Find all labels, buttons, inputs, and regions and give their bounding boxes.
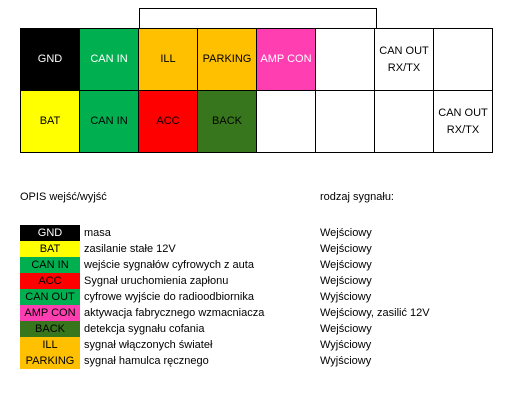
legend-description: wejście sygnałów cyfrowych z auta [84,259,254,271]
pin-cell: AMP CON [257,29,316,91]
legend-color-label: CAN IN [20,257,80,273]
pin-cell: CAN IN [80,91,139,153]
legend-description: zasilanie stałe 12V [84,243,176,255]
legend-description: cyfrowe wyjście do radioodbiornika [84,291,254,303]
legend-description: Sygnał uruchomienia zapłonu [84,275,229,287]
pin-cell [375,91,434,153]
pin-cell: ILL [139,29,198,91]
connector-pin-grid: GND CAN IN ILL PARKING AMP CON CAN OUT RX/TX B… [20,28,493,153]
pin-cell: ACC [139,91,198,153]
pin-cell: CAN OUT RX/TX [434,91,493,153]
connector-bracket [139,8,377,29]
legend-signal-type: Wejściowy [320,275,372,287]
legend-signal-type: Wejściowy [320,259,372,271]
legend-color-label: BACK [20,321,80,337]
legend-signal-type: Wejściowy [320,323,372,335]
description-header: OPIS wejść/wyjść [20,191,107,203]
pin-cell: PARKING [198,29,257,91]
legend-signal-type: Wejściowy, zasilić 12V [320,307,430,319]
pin-cell: CAN OUT RX/TX [375,29,434,91]
legend-signal-type: Wyjściowy [320,339,372,351]
pin-cell: GND [21,29,80,91]
legend-color-label: PARKING [20,353,80,369]
pin-cell [316,91,375,153]
pin-cell: CAN IN [80,29,139,91]
legend-signal-type: Wejściowy [320,243,372,255]
legend-signal-type: Wyjściowy [320,291,372,303]
legend-signal-type: Wyjściowy [320,355,372,367]
legend-color-label: CAN OUT [20,289,80,305]
legend-color-label: ACC [20,273,80,289]
legend-color-label: BAT [20,241,80,257]
legend-description: aktywacja fabrycznego wzmacniacza [84,307,265,319]
signal-type-header: rodzaj sygnału: [320,191,394,203]
legend-description: sygnał hamulca ręcznego [84,355,209,367]
legend-description: masa [84,227,111,239]
pin-cell [257,91,316,153]
legend-color-label: AMP CON [20,305,80,321]
legend-description: detekcja sygnału cofania [84,323,205,335]
pin-cell [434,29,493,91]
legend-color-label: GND [20,225,80,241]
legend-color-label: ILL [20,337,80,353]
pin-cell [316,29,375,91]
pin-cell: BAT [21,91,80,153]
legend-description: sygnał włączonych świateł [84,339,213,351]
pin-cell: BACK [198,91,257,153]
legend-signal-type: Wejściowy [320,227,372,239]
